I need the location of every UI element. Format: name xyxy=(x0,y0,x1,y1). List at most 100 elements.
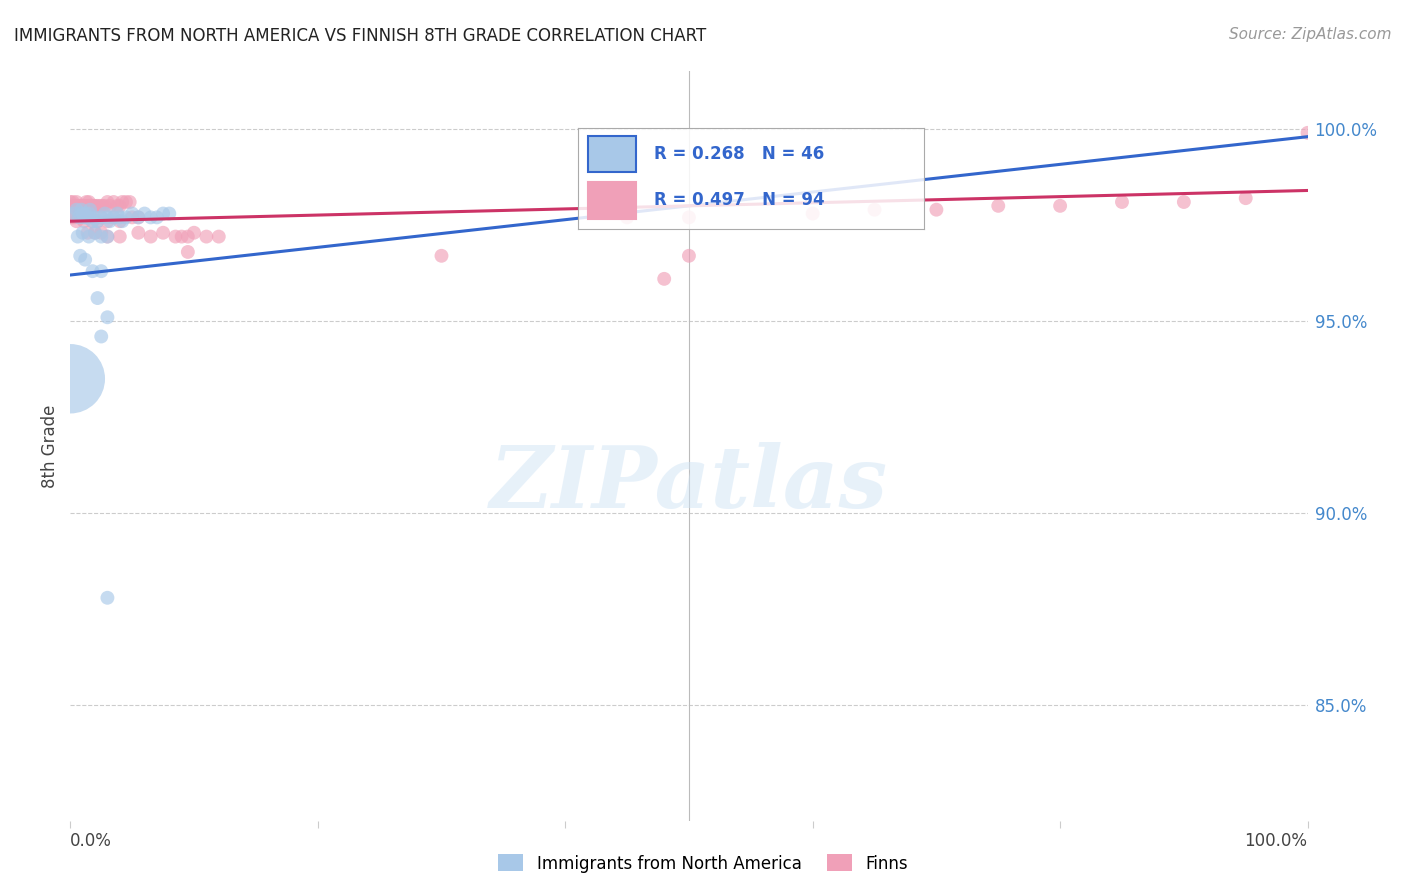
Point xyxy=(60,211,83,225)
Point xyxy=(82,214,104,228)
Point xyxy=(139,229,162,244)
Point xyxy=(76,199,98,213)
Point xyxy=(70,202,93,217)
Point xyxy=(90,211,112,225)
Point xyxy=(98,214,121,228)
Point xyxy=(59,194,82,209)
Point xyxy=(96,211,118,225)
Point xyxy=(91,199,114,213)
Point xyxy=(77,229,100,244)
Point xyxy=(678,211,700,225)
Point xyxy=(430,249,453,263)
Legend: Immigrants from North America, Finns: Immigrants from North America, Finns xyxy=(492,847,914,880)
Point xyxy=(86,214,108,228)
Point xyxy=(96,229,118,244)
Point xyxy=(152,226,174,240)
Point xyxy=(127,226,149,240)
Point xyxy=(82,214,104,228)
Point xyxy=(111,214,134,228)
Point xyxy=(127,211,149,225)
Point xyxy=(84,226,107,240)
Point xyxy=(82,264,104,278)
Point xyxy=(65,194,87,209)
Point xyxy=(96,214,118,228)
Point xyxy=(170,229,193,244)
Point xyxy=(96,591,118,605)
Point xyxy=(118,194,141,209)
Text: ZIPatlas: ZIPatlas xyxy=(489,442,889,525)
Point xyxy=(183,226,205,240)
Point xyxy=(863,202,886,217)
Point xyxy=(75,194,97,209)
Point xyxy=(90,211,112,225)
Point xyxy=(103,211,125,225)
Point xyxy=(134,206,156,220)
Point xyxy=(86,291,108,305)
Point xyxy=(616,211,638,225)
Point xyxy=(82,199,104,213)
Point xyxy=(121,206,143,220)
Point xyxy=(70,199,93,213)
Point xyxy=(208,229,231,244)
Point xyxy=(72,199,94,213)
Point xyxy=(157,206,180,220)
Point xyxy=(75,252,97,267)
Point xyxy=(67,211,90,225)
Point xyxy=(63,206,86,220)
Text: 100.0%: 100.0% xyxy=(1244,832,1308,850)
Text: IMMIGRANTS FROM NORTH AMERICA VS FINNISH 8TH GRADE CORRELATION CHART: IMMIGRANTS FROM NORTH AMERICA VS FINNISH… xyxy=(14,27,706,45)
Point xyxy=(90,329,112,343)
Point xyxy=(75,211,97,225)
Point xyxy=(111,194,134,209)
Point xyxy=(652,272,675,286)
Point xyxy=(90,229,112,244)
Text: 0.0%: 0.0% xyxy=(70,832,112,850)
Point xyxy=(103,211,125,225)
Point xyxy=(115,211,138,225)
Point xyxy=(79,199,101,213)
Point xyxy=(98,199,121,213)
Point xyxy=(94,199,117,213)
Point xyxy=(59,372,82,386)
Point xyxy=(96,194,118,209)
Point xyxy=(139,211,162,225)
Point xyxy=(84,226,107,240)
Point xyxy=(77,211,100,225)
Point xyxy=(69,249,91,263)
Point xyxy=(90,226,112,240)
Point xyxy=(90,264,112,278)
Point xyxy=(177,244,200,259)
Point xyxy=(63,199,86,213)
Point xyxy=(79,202,101,217)
Point xyxy=(67,202,90,217)
Point xyxy=(108,214,131,228)
Point xyxy=(84,199,107,213)
Point xyxy=(105,199,128,213)
Point xyxy=(75,211,97,225)
Point xyxy=(72,226,94,240)
Point xyxy=(72,206,94,220)
Point xyxy=(177,229,200,244)
Point xyxy=(1049,199,1071,213)
Point xyxy=(1111,194,1133,209)
Point xyxy=(65,202,87,217)
Point xyxy=(127,211,149,225)
Point xyxy=(73,214,96,228)
Point xyxy=(73,211,96,225)
Point xyxy=(108,229,131,244)
Point xyxy=(66,199,89,213)
Point xyxy=(65,214,87,228)
Point xyxy=(678,249,700,263)
Point xyxy=(195,229,218,244)
Point xyxy=(925,202,948,217)
Point xyxy=(1173,194,1195,209)
Point xyxy=(66,229,89,244)
Point xyxy=(77,194,100,209)
Point xyxy=(115,194,138,209)
Point xyxy=(165,229,187,244)
Point xyxy=(96,229,118,244)
Point xyxy=(86,199,108,213)
Point xyxy=(801,206,824,220)
Point xyxy=(1296,126,1319,140)
Point xyxy=(80,199,103,213)
